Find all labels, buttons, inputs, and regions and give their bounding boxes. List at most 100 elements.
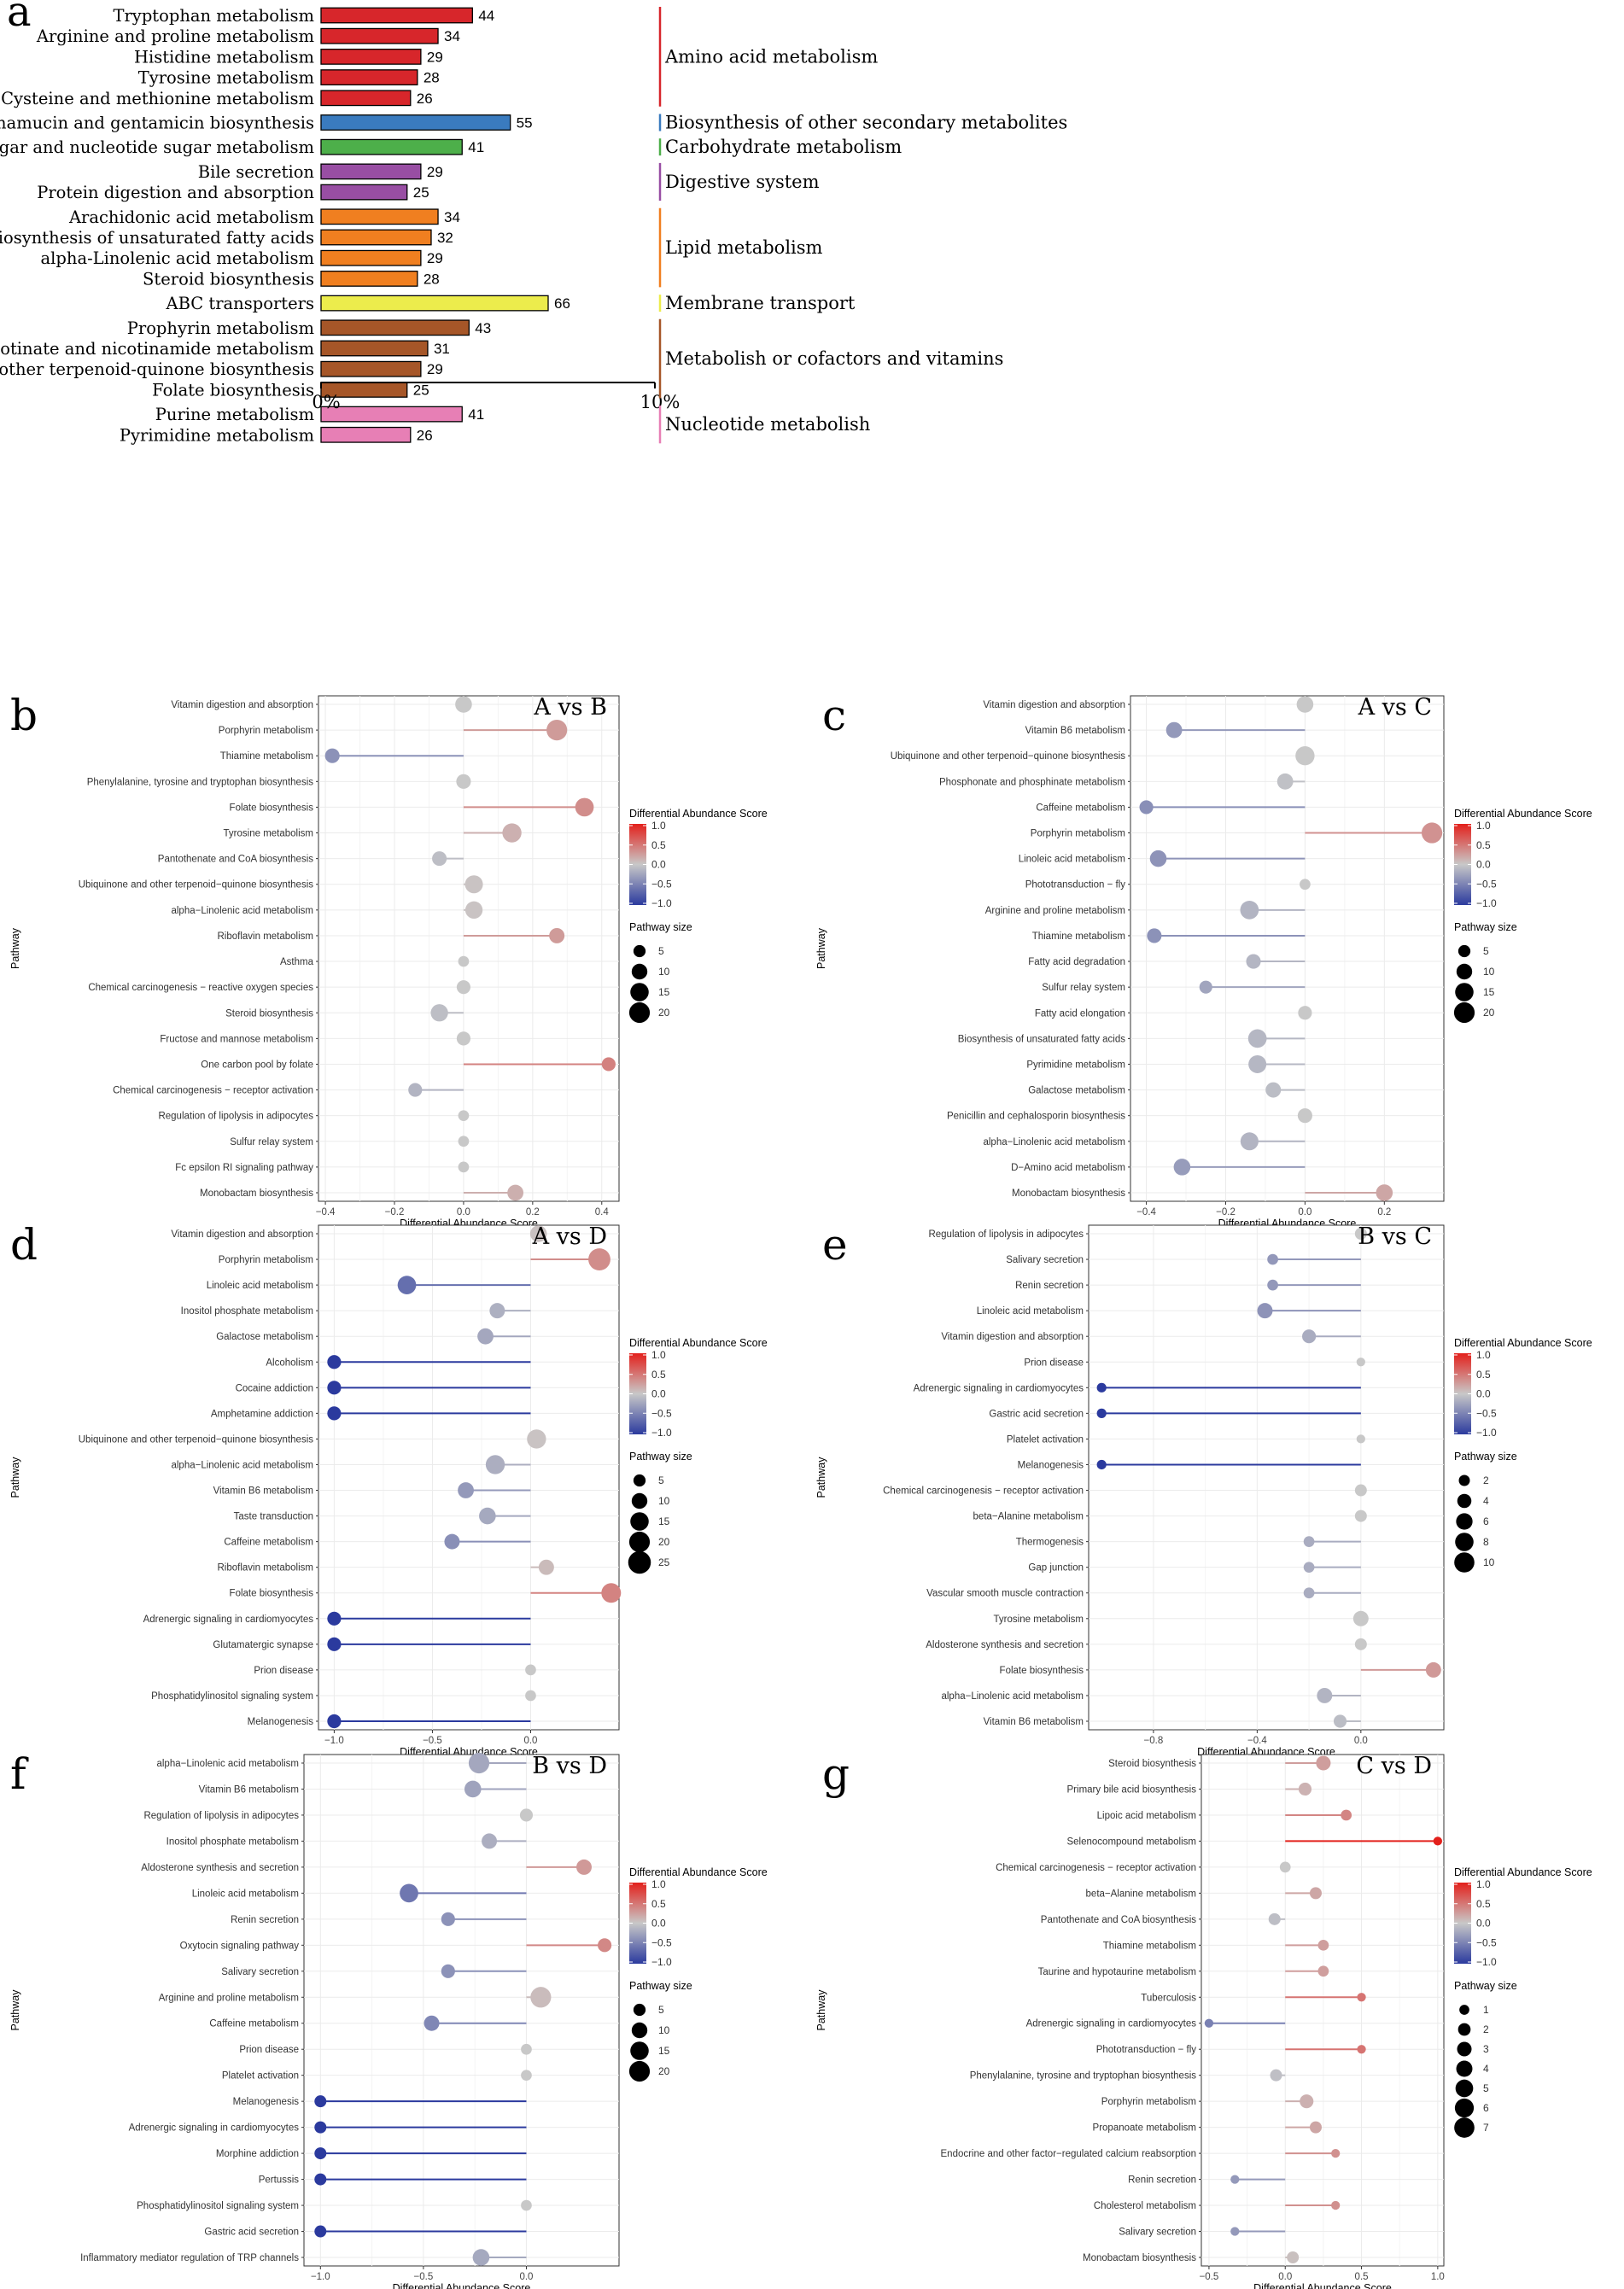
- plot-area: [1200, 1754, 1445, 2267]
- bar-7-1: [320, 319, 470, 336]
- lollipop-point: [1295, 746, 1315, 766]
- bar-8-2: [320, 426, 412, 443]
- size-legend-dot: [1459, 2005, 1469, 2015]
- lollipop-point: [1433, 1836, 1442, 1846]
- y-axis-title: Pathway: [9, 1457, 21, 1498]
- x-tick-label: 0.0: [1278, 2272, 1292, 2282]
- pathway-label: Fatty acid elongation: [1035, 1008, 1125, 1019]
- size-legend-label: 20: [658, 2065, 670, 2077]
- x-tick-label: 1.0: [1431, 2272, 1445, 2282]
- size-legend-dot: [630, 2041, 649, 2060]
- plot-area: [303, 1754, 620, 2267]
- pathway-label: Salivary secretion: [1119, 2228, 1196, 2238]
- lollipop-point: [444, 1533, 460, 1550]
- panel-b-lollipop: Vitamin digestion and absorption Porphyri…: [9, 691, 768, 1229]
- bar-category-label: Tyrosine metabolism: [138, 68, 314, 88]
- pathway-label: Tyrosine metabolism: [224, 829, 313, 839]
- lollipop-point: [1331, 2148, 1341, 2158]
- size-legend-label: 1: [1483, 2004, 1489, 2016]
- panel-d-lollipop: Vitamin digestion and absorption Porphyri…: [9, 1220, 768, 1758]
- lollipop-point: [1240, 1132, 1259, 1151]
- lollipop-point: [502, 823, 522, 843]
- lollipop-point: [1354, 1638, 1367, 1650]
- lollipop-point: [314, 2173, 327, 2186]
- size-legend-label: 10: [1483, 1556, 1495, 1568]
- size-legend-title: Pathway size: [629, 921, 692, 933]
- color-legend-label: −1.0: [651, 1956, 672, 1968]
- pathway-label: Adrenergic signaling in cardiomyocytes: [143, 1615, 314, 1625]
- color-legend-label: 1.0: [651, 1878, 666, 1890]
- bar-5-4: [320, 270, 418, 287]
- pathway-label: Salivary secretion: [221, 1967, 299, 1977]
- group-label: Nucleotide metabolish: [665, 414, 870, 435]
- size-legend-label: 15: [658, 986, 670, 998]
- pathway-label: Penicillin and cephalosporin biosynthesi…: [947, 1112, 1125, 1122]
- size-legend-dot: [1453, 1001, 1475, 1024]
- size-legend-dot: [628, 1550, 651, 1574]
- pathway-label: Inositol phosphate metabolism: [166, 1836, 299, 1847]
- pathway-label: Pantothenate and CoA biosynthesis: [158, 855, 313, 865]
- pathway-label: Monobactam biosynthesis: [1083, 2253, 1196, 2263]
- lollipop-point: [1267, 1253, 1278, 1265]
- pathway-label: Thiamine metabolism: [220, 751, 313, 762]
- size-legend-dot: [1457, 1493, 1472, 1509]
- color-legend-label: 1.0: [651, 820, 666, 832]
- size-legend-label: 5: [658, 945, 664, 957]
- lollipop-point: [458, 955, 470, 967]
- size-legend-label: 10: [658, 966, 670, 978]
- lollipop-point: [530, 1987, 552, 2008]
- bar-value-label: 25: [413, 382, 429, 398]
- pathway-label: Oxytocin signaling pathway: [180, 1941, 300, 1951]
- color-legend-label: 1.0: [1476, 820, 1491, 832]
- lollipop-point: [1354, 1484, 1367, 1497]
- color-legend-title: Differential Abundance Score: [629, 808, 768, 820]
- pathway-label: Phototransduction − fly: [1025, 880, 1126, 890]
- pathway-label: Porphyrin metabolism: [219, 1255, 313, 1265]
- pathway-label: Vitamin digestion and absorption: [941, 1332, 1084, 1342]
- pathway-label: Pyrimidine metabolism: [1026, 1060, 1125, 1070]
- size-legend-label: 2: [1483, 1474, 1489, 1486]
- lollipop-point: [327, 1381, 342, 1395]
- pathway-label: Aldosterone synthesis and secretion: [926, 1640, 1084, 1650]
- pathway-label: Cocaine addiction: [236, 1383, 313, 1393]
- pathway-label: Alcoholism: [266, 1358, 313, 1368]
- bar-category-label: Prophyrin metabolism: [127, 318, 314, 338]
- lollipop-point: [1268, 1912, 1281, 1925]
- bar-category-label: Cysteine and methionine metabolism: [1, 89, 314, 108]
- lollipop-point: [1230, 2175, 1240, 2184]
- bar-value-label: 43: [475, 320, 491, 336]
- lollipop-point: [598, 1938, 612, 1953]
- size-legend-label: 5: [1483, 945, 1489, 957]
- lollipop-point: [327, 1637, 342, 1651]
- size-legend-title: Pathway size: [1454, 921, 1517, 933]
- bar-value-label: 29: [427, 164, 443, 180]
- lollipop-point: [1139, 800, 1154, 815]
- panel-title: B vs C: [1358, 1223, 1432, 1250]
- group-label: Digestive system: [665, 172, 820, 192]
- panel-letter-f: f: [10, 1749, 29, 1799]
- color-legend-label: 1.0: [1476, 1349, 1491, 1361]
- lollipop-point: [1297, 1108, 1312, 1124]
- lollipop-point: [456, 1031, 471, 1046]
- bar-category-label: Histidine metabolism: [134, 47, 314, 67]
- y-axis-title: Pathway: [9, 1989, 21, 2031]
- lollipop-point: [521, 2043, 532, 2055]
- pathway-label: alpha−Linolenic acid metabolism: [941, 1691, 1084, 1702]
- bar-1-3: [320, 49, 422, 65]
- pathway-label: Vitamin digestion and absorption: [983, 700, 1125, 710]
- pathway-label: Vitamin B6 metabolism: [213, 1486, 313, 1497]
- pathway-label: Fc epsilon RI signaling pathway: [175, 1163, 313, 1173]
- size-legend-dot: [1456, 963, 1473, 980]
- pathway-label: Phenylalanine, tyrosine and tryptophan b…: [87, 777, 314, 787]
- pathway-label: Phototransduction − fly: [1096, 2045, 1197, 2055]
- size-legend-dot: [1455, 983, 1474, 1001]
- color-legend-label: 0.0: [1476, 1918, 1491, 1930]
- size-legend-label: 5: [658, 1474, 664, 1486]
- x-tick-label: −0.2: [1216, 1207, 1236, 1217]
- bar-category-label: Biosynthesis of unsaturated fatty acids: [0, 228, 314, 248]
- pathway-label: alpha−Linolenic acid metabolism: [156, 1759, 299, 1769]
- lollipop-point: [1352, 1610, 1369, 1626]
- color-legend-label: 0.5: [651, 1369, 666, 1381]
- lollipop-point: [546, 720, 568, 741]
- bar-category-label: Protein digestion and absorption: [37, 183, 314, 202]
